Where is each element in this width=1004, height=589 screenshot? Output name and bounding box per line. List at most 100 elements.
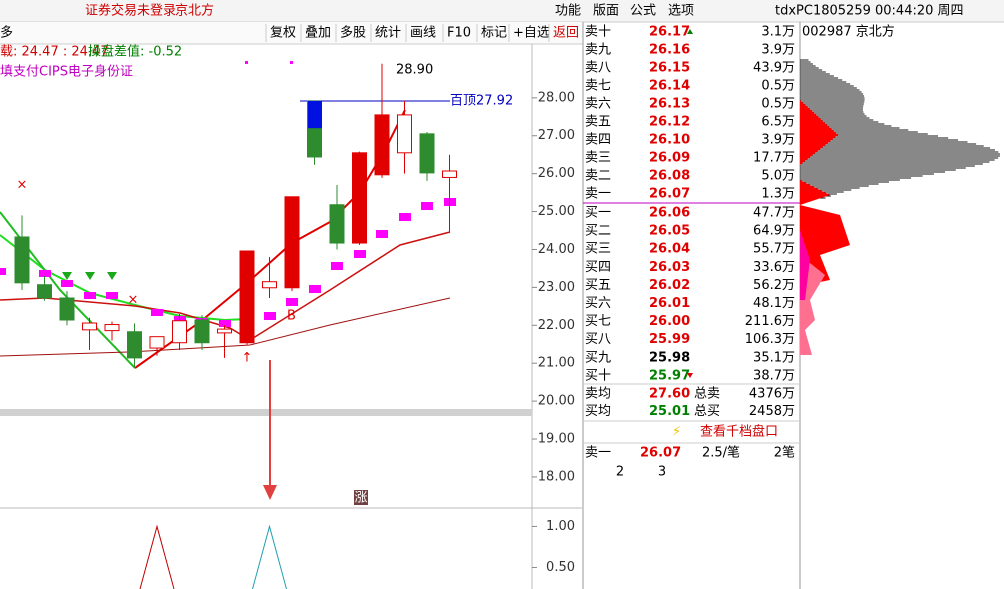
book-price: 26.09 (649, 151, 690, 166)
count: 2 (616, 465, 624, 480)
y-tick-label: 28.00 (538, 90, 575, 105)
book-price: 26.02 (649, 278, 690, 293)
toolbar-button[interactable]: 复权 (270, 25, 296, 41)
label: 00:44:20 周四 (875, 4, 964, 19)
book-price: 26.17 (649, 25, 690, 40)
book-price: 26.13 (649, 97, 690, 112)
toolbar-button[interactable]: 画线 (410, 26, 436, 41)
depth-chart (800, 59, 1001, 355)
menu-item[interactable]: 功能 (555, 4, 581, 19)
y-tick-label: 26.00 (538, 166, 575, 181)
book-label: 卖一 (585, 187, 611, 202)
book-price: 25.99 (649, 332, 690, 347)
book-price: 25.97 (649, 368, 690, 383)
toolbar-button[interactable]: 叠加 (305, 26, 331, 41)
toolbar-button[interactable]: +自选 (513, 26, 550, 41)
toolbar-button[interactable]: F10 (447, 26, 471, 41)
separator (0, 409, 532, 416)
book-volume: 64.9万 (753, 224, 795, 239)
marker (376, 230, 388, 238)
book-label: 买六 (585, 296, 611, 311)
toolbar-button[interactable]: 返回 (553, 26, 579, 41)
book-volume: 5.0万 (761, 169, 795, 184)
candle-body (397, 114, 412, 154)
book-price: 26.12 (649, 115, 690, 130)
candle-body (194, 319, 210, 344)
arrow (263, 485, 277, 500)
stat-price: 25.01 (649, 404, 690, 419)
book-volume: 3.9万 (761, 133, 795, 148)
label: 28.90 (396, 63, 433, 78)
y-tick-label: 0.50 (546, 560, 575, 575)
marker (107, 272, 117, 280)
book-volume: 48.1万 (753, 296, 795, 311)
book-price: 26.10 (649, 133, 690, 148)
candle-body (329, 204, 345, 244)
candle-body (239, 250, 255, 344)
marker (61, 280, 73, 287)
signal: B (287, 309, 296, 324)
candle-body (37, 284, 52, 299)
candle-body (262, 281, 277, 289)
candle-body (374, 114, 390, 176)
book-volume: 55.7万 (753, 242, 795, 257)
toolbar-button[interactable]: 统计 (375, 26, 401, 41)
book-label: 卖八 (585, 61, 611, 76)
menu-item[interactable]: 选项 (668, 4, 694, 19)
stat-value: 2458万 (749, 404, 795, 419)
highlight (308, 100, 322, 129)
marker (264, 312, 276, 320)
y-tick-label: 23.00 (538, 280, 575, 295)
book-volume: 56.2万 (753, 278, 795, 293)
book-price: 26.07 (649, 187, 690, 202)
book-price: 26.15 (649, 61, 690, 76)
book-volume: 38.7万 (753, 368, 795, 383)
indicator-peak (139, 524, 175, 589)
candle-body (284, 196, 300, 289)
book-volume: 3.1万 (761, 25, 795, 40)
book-volume: 6.5万 (761, 115, 795, 130)
book-volume: 106.3万 (745, 332, 795, 347)
marker (286, 298, 298, 306)
toolbar-button[interactable]: 标记 (481, 26, 507, 41)
y-tick-label: 21.00 (538, 356, 575, 371)
book-price: 26.00 (649, 314, 690, 329)
stat-label: 买均 (585, 404, 611, 419)
candle-body (82, 322, 97, 331)
y-tick-label: 27.00 (538, 128, 575, 143)
book-volume: 0.5万 (761, 97, 795, 112)
book-price: 26.01 (649, 296, 690, 311)
down-arrow (687, 373, 693, 378)
trade-cell: 2.5/笔 (702, 445, 740, 461)
candle-body (419, 133, 435, 174)
book-price: 26.05 (649, 224, 690, 239)
menu-item[interactable]: 版面 (593, 4, 619, 19)
book-price: 26.16 (649, 43, 690, 58)
menu-item[interactable]: 公式 (630, 4, 656, 19)
marker (62, 272, 72, 280)
book-label: 卖二 (585, 169, 611, 184)
book-price: 25.98 (649, 350, 690, 365)
book-label: 买十 (585, 368, 611, 383)
y-tick-label: 25.00 (538, 204, 575, 219)
link[interactable]: 查看千档盘口 (700, 424, 778, 440)
label: 证券交易未登录 (85, 3, 176, 19)
toolbar-button[interactable]: 多股 (340, 25, 366, 41)
depth-area (800, 230, 810, 300)
book-volume: 33.6万 (753, 260, 795, 275)
book-label: 卖十 (585, 25, 611, 40)
bolt: ⚡ (672, 425, 681, 440)
count: 3 (658, 465, 666, 480)
y-tick-label: 19.00 (538, 432, 575, 447)
marker (0, 268, 6, 275)
depth-header: 002987 京北方 (802, 24, 895, 40)
label: 操盘差值: -0.52 (88, 44, 182, 60)
book-price: 26.08 (649, 169, 690, 184)
candle-body (14, 236, 30, 284)
marker (309, 285, 321, 293)
book-label: 买二 (585, 224, 611, 239)
book-volume: 211.6万 (745, 314, 795, 329)
stat-price: 27.60 (649, 387, 690, 402)
trade-cell: 2笔 (774, 445, 795, 461)
book-label: 买七 (585, 314, 611, 329)
